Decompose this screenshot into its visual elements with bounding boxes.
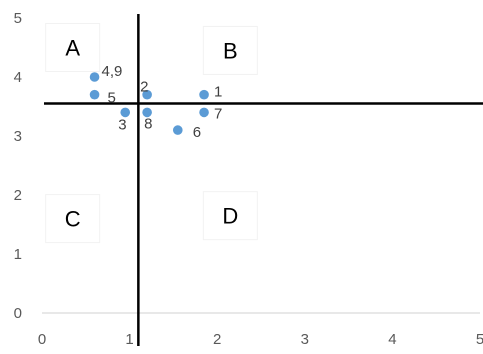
y-tick-label: 1	[14, 246, 22, 263]
point-labels: 4,9 5 2 1 7 3 8 6	[102, 63, 223, 141]
data-point	[89, 72, 100, 82]
y-tick-label: 0	[14, 305, 22, 322]
quadrant-label-box	[45, 194, 101, 244]
point-label: 5	[108, 90, 116, 107]
tick-labels: 0 1 2 3 4 5 0 1 2 3 4 5	[14, 10, 483, 348]
y-tick-label: 3	[14, 128, 22, 145]
data-points	[89, 72, 209, 135]
y-tick-label: 4	[14, 69, 22, 86]
point-label: 1	[214, 84, 222, 101]
x-tick-label: 4	[388, 331, 396, 348]
y-tick-label: 5	[14, 10, 22, 27]
quadrant-labels: A B C D	[45, 23, 258, 244]
data-point	[120, 107, 131, 118]
quadrant-label-box	[202, 191, 258, 241]
x-tick-label: 5	[476, 331, 483, 348]
data-point	[172, 125, 183, 135]
data-point	[142, 89, 152, 100]
quadrant-label: B	[223, 38, 238, 63]
point-label: 6	[193, 124, 201, 141]
point-label: 7	[214, 105, 222, 122]
data-point	[142, 107, 152, 118]
quadrant-label-box	[202, 25, 258, 75]
x-tick-label: 3	[301, 331, 309, 348]
point-label: 8	[144, 115, 152, 132]
y-tick-label: 2	[14, 187, 22, 204]
quadrant-label-box	[45, 23, 101, 72]
point-label: 2	[140, 79, 148, 96]
x-tick-label: 1	[125, 331, 133, 348]
x-tick-label: 0	[38, 331, 46, 348]
quadrant-label: A	[65, 36, 80, 61]
data-point	[89, 89, 100, 100]
point-label: 4,9	[102, 63, 123, 80]
x-tick-label: 2	[213, 331, 221, 348]
data-point	[199, 89, 209, 100]
point-label: 3	[118, 116, 126, 133]
quadrant-label: D	[222, 204, 238, 229]
divider-lines	[44, 14, 483, 346]
quadrant-label: C	[65, 207, 81, 232]
data-point	[199, 107, 209, 118]
